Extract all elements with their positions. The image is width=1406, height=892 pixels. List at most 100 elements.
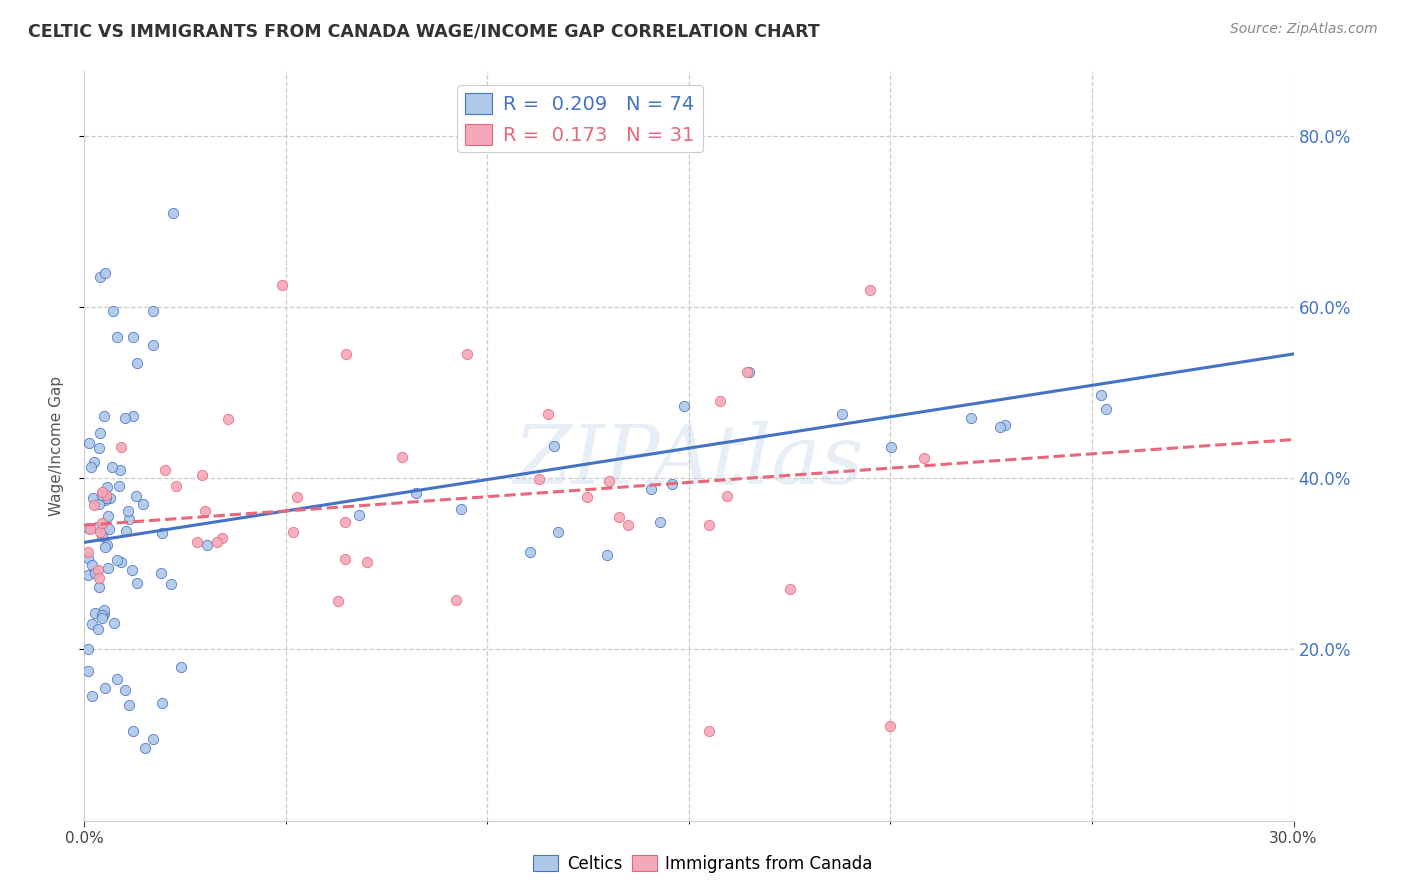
Point xyxy=(333,552,356,566)
Point xyxy=(737,365,759,379)
Point xyxy=(89,571,111,585)
Point xyxy=(121,330,143,344)
Point xyxy=(598,475,620,489)
Point xyxy=(105,552,128,566)
Point xyxy=(93,681,115,695)
Point xyxy=(103,615,125,630)
Point xyxy=(186,535,208,549)
Point xyxy=(150,696,173,710)
Point xyxy=(444,592,467,607)
Point xyxy=(77,641,100,656)
Point xyxy=(82,690,104,704)
Point xyxy=(132,497,155,511)
Point xyxy=(105,330,128,344)
Point xyxy=(108,479,131,493)
Point xyxy=(89,441,111,455)
Point xyxy=(859,283,882,297)
Point xyxy=(94,488,117,502)
Point xyxy=(79,522,101,536)
Point xyxy=(77,436,100,450)
Point xyxy=(117,504,139,518)
Point xyxy=(125,489,148,503)
Point xyxy=(125,576,148,591)
Point xyxy=(91,522,114,536)
Point xyxy=(118,698,141,712)
Point xyxy=(84,606,107,620)
Point xyxy=(110,555,132,569)
Point xyxy=(98,522,121,536)
Point xyxy=(537,407,560,421)
Point xyxy=(97,508,120,523)
Point xyxy=(356,555,378,569)
Point xyxy=(879,719,901,733)
Point xyxy=(87,564,110,578)
Point xyxy=(91,484,114,499)
Text: CELTIC VS IMMIGRANTS FROM CANADA WAGE/INCOME GAP CORRELATION CHART: CELTIC VS IMMIGRANTS FROM CANADA WAGE/IN… xyxy=(28,22,820,40)
Point xyxy=(994,417,1017,432)
Text: ZIPAtlas: ZIPAtlas xyxy=(513,421,865,501)
Point xyxy=(101,304,124,318)
Point xyxy=(100,459,122,474)
Point xyxy=(89,425,111,440)
Point xyxy=(405,486,427,500)
Point xyxy=(93,607,115,621)
Point xyxy=(97,561,120,575)
Point xyxy=(197,538,219,552)
Point xyxy=(1095,401,1118,416)
Point xyxy=(114,411,136,425)
Legend: Celtics, Immigrants from Canada: Celtics, Immigrants from Canada xyxy=(527,848,879,880)
Point xyxy=(170,659,193,673)
Point xyxy=(94,540,117,554)
Point xyxy=(335,347,357,361)
Point xyxy=(142,338,165,352)
Point xyxy=(211,531,233,545)
Point xyxy=(93,603,115,617)
Point xyxy=(108,463,131,477)
Point xyxy=(125,355,148,369)
Point xyxy=(285,490,308,504)
Point xyxy=(82,617,104,632)
Point xyxy=(912,450,935,465)
Point xyxy=(89,497,111,511)
Legend: R =  0.209   N = 74, R =  0.173   N = 31: R = 0.209 N = 74, R = 0.173 N = 31 xyxy=(457,85,703,153)
Point xyxy=(990,419,1012,434)
Point xyxy=(122,409,145,424)
Point xyxy=(529,472,551,486)
Point xyxy=(159,577,181,591)
Point xyxy=(93,266,115,280)
Point xyxy=(90,516,112,531)
Point xyxy=(105,673,128,687)
Point xyxy=(880,441,903,455)
Point xyxy=(831,408,853,422)
Point xyxy=(83,455,105,469)
Point xyxy=(165,479,187,493)
Point xyxy=(121,563,143,577)
Point xyxy=(91,608,114,623)
Point xyxy=(270,278,292,293)
Point xyxy=(716,489,738,503)
Point xyxy=(80,460,103,475)
Point xyxy=(738,366,761,380)
Point xyxy=(77,551,100,566)
Point xyxy=(456,347,478,361)
Point xyxy=(90,528,112,542)
Point xyxy=(333,515,356,529)
Point xyxy=(77,664,100,678)
Point xyxy=(91,488,114,502)
Point xyxy=(89,269,111,284)
Point xyxy=(118,512,141,526)
Point xyxy=(217,412,239,426)
Point xyxy=(114,524,136,539)
Point xyxy=(347,508,370,522)
Point xyxy=(86,520,108,534)
Point xyxy=(697,723,720,738)
Point xyxy=(77,544,100,558)
Point xyxy=(83,566,105,581)
Point xyxy=(697,518,720,533)
Point xyxy=(661,476,683,491)
Point xyxy=(194,504,217,518)
Point xyxy=(89,524,111,539)
Point xyxy=(575,490,598,504)
Point xyxy=(648,516,671,530)
Point xyxy=(779,582,801,597)
